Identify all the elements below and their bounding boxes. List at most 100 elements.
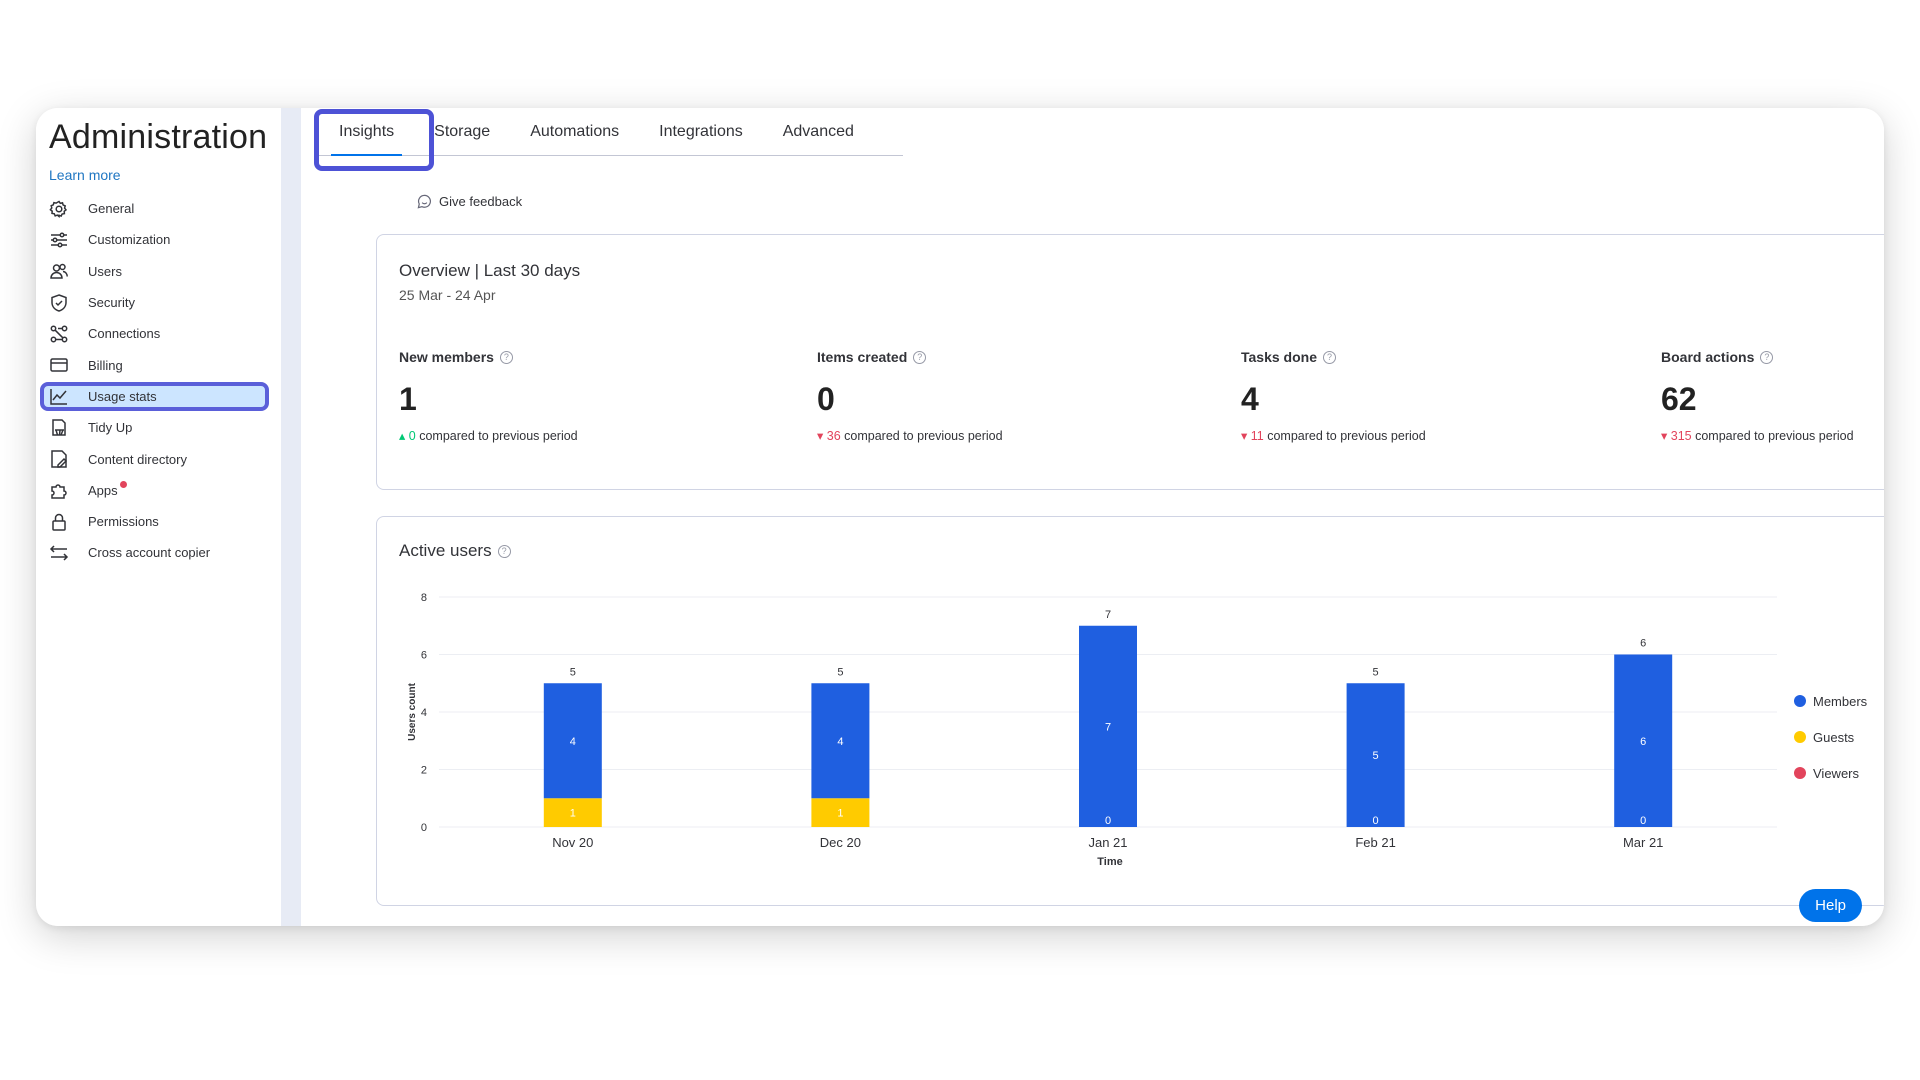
tab-label: Integrations <box>659 123 743 140</box>
sidebar-nav: General Customization Users Security <box>36 193 281 569</box>
bar-value-label: 4 <box>570 736 576 748</box>
bar-total-label: 5 <box>1373 666 1379 678</box>
legend-label: Members <box>1813 693 1868 709</box>
info-icon[interactable]: ? <box>1760 350 1774 364</box>
sidebar-item-content-directory[interactable]: Content directory <box>36 443 281 474</box>
arrows-swap-icon <box>49 543 69 563</box>
lock-icon <box>49 512 69 532</box>
stat-delta: 36 <box>826 429 841 443</box>
active-users-card: Active users ? 0 2 4 6 8 Users count Time 1 4 5 No… <box>376 516 1884 906</box>
sidebar-item-label: Connections <box>88 326 161 342</box>
info-icon[interactable]: ? <box>913 350 927 364</box>
legend-dot <box>1794 767 1806 779</box>
y-tick-label: 8 <box>421 592 427 604</box>
arrow-down-icon: ▾ <box>817 429 824 443</box>
stat-label: Board actions ? <box>1661 349 1854 365</box>
sidebar-item-label: Tidy Up <box>88 420 133 436</box>
sidebar-item-label: Content directory <box>88 451 187 467</box>
bar-members <box>1346 683 1405 827</box>
tab-storage[interactable]: Storage <box>414 109 510 155</box>
stat-tasks-done: Tasks done ? 4 ▾ 11 compared to previous… <box>1241 349 1426 443</box>
bar-value-label: 4 <box>837 736 843 748</box>
bar-value-label: 5 <box>1373 750 1379 762</box>
sidebar-item-usage-stats[interactable]: Usage stats <box>36 381 281 412</box>
help-button[interactable]: Help <box>1799 889 1862 922</box>
sidebar-item-connections[interactable]: Connections <box>36 318 281 349</box>
sidebar-item-permissions[interactable]: Permissions <box>36 506 281 537</box>
bar-members <box>543 683 602 799</box>
bar-total-label: 5 <box>570 666 576 678</box>
x-tick-label: Feb 21 <box>1355 835 1395 850</box>
feedback-icon <box>417 194 431 209</box>
stat-label-text: Items created <box>817 349 908 365</box>
sidebar-item-label: Users <box>88 263 122 279</box>
bar-value-label: 6 <box>1640 736 1646 748</box>
compare-text: compared to previous period <box>844 429 1003 443</box>
legend-item-members[interactable]: Members <box>1794 683 1867 719</box>
info-icon[interactable]: ? <box>499 350 513 364</box>
legend-item-guests[interactable]: Guests <box>1794 719 1867 755</box>
x-tick-label: Mar 21 <box>1623 835 1663 850</box>
users-icon <box>49 261 69 281</box>
compare-text: compared to previous period <box>1695 429 1854 443</box>
sidebar-item-billing[interactable]: Billing <box>36 349 281 380</box>
x-tick-label: Nov 20 <box>552 835 593 850</box>
tab-automations[interactable]: Automations <box>510 109 639 155</box>
learn-more-link[interactable]: Learn more <box>49 167 121 183</box>
sidebar-item-apps[interactable]: Apps <box>36 475 281 506</box>
stat-label-text: New members <box>399 349 494 365</box>
tab-insights[interactable]: Insights <box>314 109 434 171</box>
compare-text: compared to previous period <box>419 429 578 443</box>
bar-value-label: 1 <box>570 808 576 820</box>
info-icon[interactable]: ? <box>1323 350 1336 364</box>
chart-legend: Members Guests Viewers <box>1794 683 1867 791</box>
sidebar-item-label: General <box>88 201 135 217</box>
credit-card-icon <box>49 355 69 375</box>
bar-value-label: 7 <box>1105 721 1111 733</box>
y-tick-label: 0 <box>421 822 427 834</box>
stat-delta: 315 <box>1670 429 1692 443</box>
sidebar-item-users[interactable]: Users <box>36 256 281 287</box>
sidebar-item-label: Security <box>88 295 135 311</box>
bar-total-label: 7 <box>1105 609 1111 621</box>
chart-line-icon <box>49 386 69 406</box>
content-directory-icon <box>49 449 69 469</box>
stat-label: Tasks done ? <box>1241 349 1426 365</box>
sidebar-item-customization[interactable]: Customization <box>36 224 281 255</box>
sidebar-item-label: Cross account copier <box>88 545 211 561</box>
bar-guests <box>543 798 602 827</box>
notification-dot <box>119 480 127 488</box>
legend-dot <box>1794 731 1806 743</box>
stat-items-created: Items created ? 0 ▾ 36 compared to previ… <box>817 349 1003 443</box>
active-users-title: Active users ? <box>399 541 511 561</box>
stat-label-text: Board actions <box>1661 349 1755 365</box>
tab-label: Insights <box>339 123 395 140</box>
sidebar-item-tidy-up[interactable]: Tidy Up <box>36 412 281 443</box>
arrow-down-icon: ▾ <box>1661 429 1668 443</box>
tab-integrations[interactable]: Integrations <box>639 109 763 155</box>
tab-advanced[interactable]: Advanced <box>763 109 874 155</box>
active-users-chart: 0 2 4 6 8 Users count Time 1 4 5 Nov 20 1 4 5 Dec 20 7 0… <box>407 592 1777 868</box>
puzzle-icon <box>49 480 69 500</box>
feedback-label: Give feedback <box>439 194 523 209</box>
x-tick-label: Jan 21 <box>1088 835 1127 850</box>
sidebar-item-general[interactable]: General <box>36 193 281 224</box>
legend-item-viewers[interactable]: Viewers <box>1794 755 1867 791</box>
stat-new-members: New members ? 1 ▴ 0 compared to previous… <box>399 349 578 443</box>
gear-icon <box>49 199 69 219</box>
sidebar-divider <box>281 108 301 926</box>
overview-card: Overview | Last 30 days 25 Mar - 24 Apr … <box>376 234 1884 490</box>
stat-label: Items created ? <box>817 349 1003 365</box>
legend-label: Viewers <box>1813 765 1860 781</box>
stat-value: 1 <box>399 381 417 417</box>
bar-members <box>811 683 870 799</box>
bar-members <box>1079 625 1137 827</box>
tab-label: Advanced <box>782 123 854 140</box>
app-window: Administration Learn more General Custom… <box>36 108 1884 926</box>
sidebar-item-security[interactable]: Security <box>36 287 281 318</box>
sidebar-item-cross-account-copier[interactable]: Cross account copier <box>36 537 281 568</box>
tidy-up-icon <box>49 418 69 438</box>
give-feedback-button[interactable]: Give feedback <box>417 194 522 209</box>
info-icon[interactable]: ? <box>497 544 511 558</box>
y-axis-label: Users count <box>407 682 418 740</box>
